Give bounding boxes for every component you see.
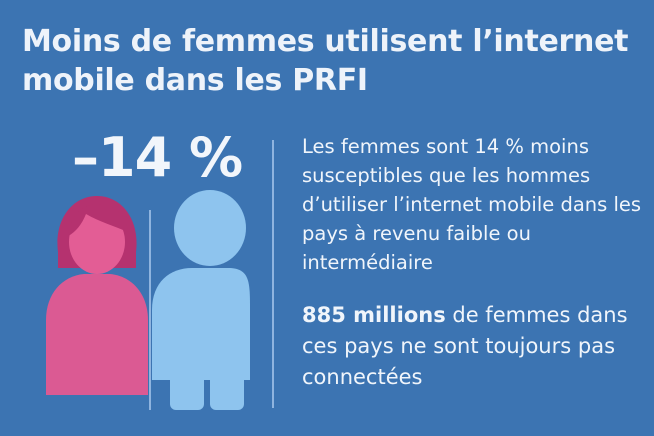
woman-figure-icon bbox=[46, 196, 148, 395]
vertical-divider bbox=[272, 140, 274, 408]
highlight-rest: de femmes dans ces pays ne sont toujours… bbox=[302, 303, 628, 389]
figures-illustration bbox=[40, 190, 270, 430]
highlight-number: 885 millions bbox=[302, 303, 446, 327]
highlight-text: 885 millions de femmes dans ces pays ne … bbox=[302, 300, 647, 393]
figure-divider bbox=[149, 210, 151, 410]
description-text: Les femmes sont 14 % moins susceptibles … bbox=[302, 135, 642, 274]
page-title: Moins de femmes utilisent l’internet mob… bbox=[22, 24, 629, 98]
statistic-value: –14 % bbox=[72, 126, 243, 189]
man-figure-icon bbox=[152, 190, 250, 410]
